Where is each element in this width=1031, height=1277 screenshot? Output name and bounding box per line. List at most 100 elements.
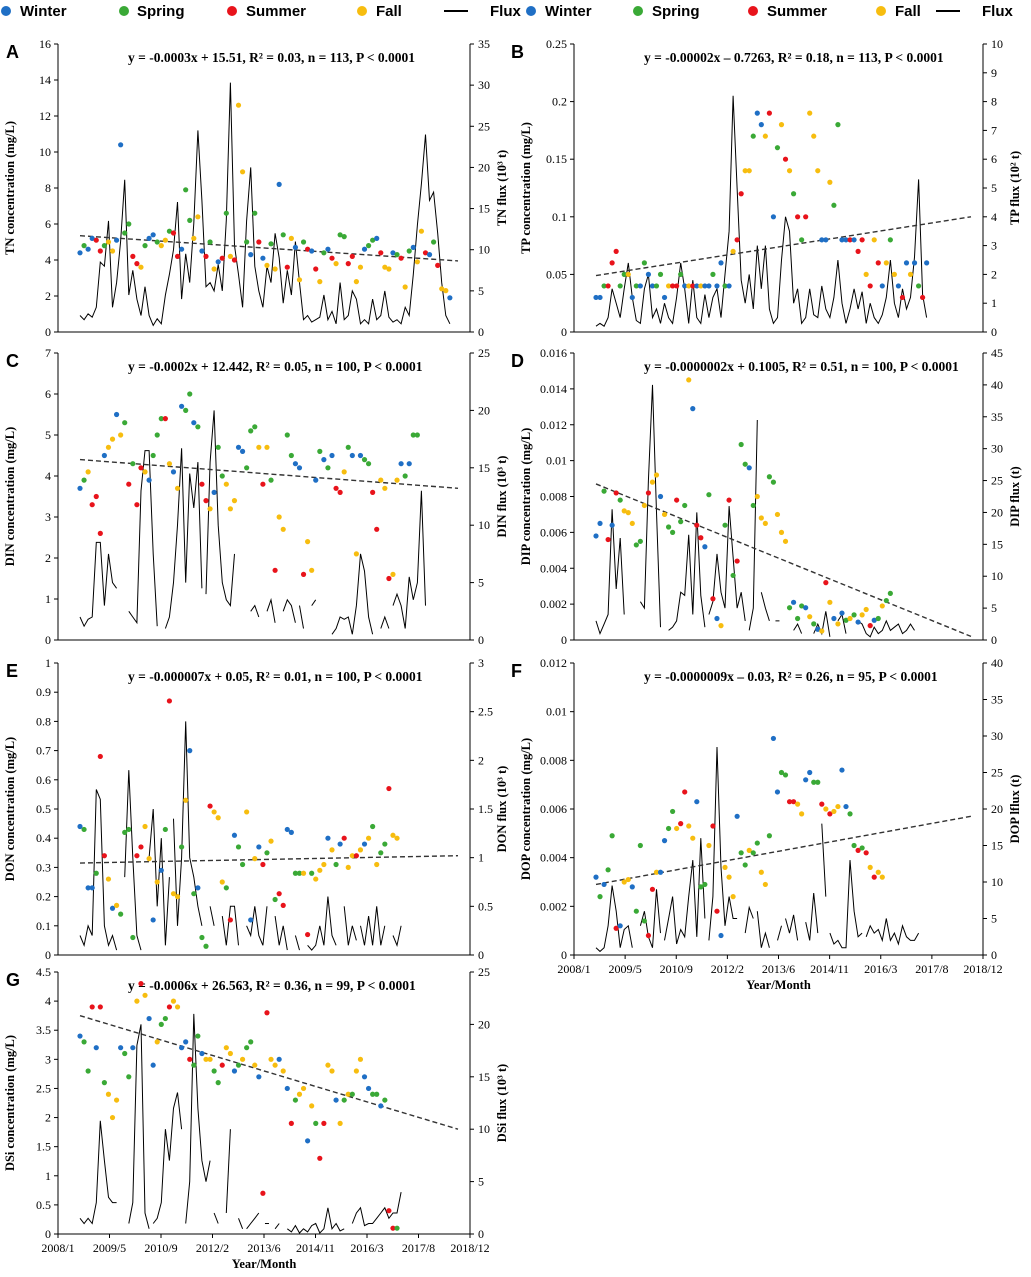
flux-line	[639, 384, 661, 628]
data-point	[807, 110, 813, 116]
panel-g: G 0 0.5 1 1.5 2 2.5 3 3.5 4 4.5 0 5 10 15 20 25 DSi conce…	[3, 965, 509, 1271]
data-point	[211, 809, 217, 815]
data-point	[146, 477, 152, 483]
data-point	[382, 1097, 388, 1103]
data-point	[361, 457, 368, 463]
flux-line	[307, 896, 337, 951]
data-point	[657, 493, 664, 500]
data-point	[248, 1039, 254, 1045]
data-point	[637, 842, 643, 849]
y-tick-label: 16	[39, 37, 51, 51]
legend-label-fall: Fall	[895, 3, 921, 20]
y-tick-label: 0.014	[540, 382, 567, 396]
data-point	[924, 260, 930, 266]
y2-tick-label: 8	[991, 95, 997, 109]
data-point	[333, 861, 339, 868]
data-point	[839, 610, 845, 616]
data-point	[349, 452, 355, 459]
data-point	[601, 881, 607, 888]
data-point	[81, 477, 87, 483]
data-point	[337, 489, 343, 495]
data-point	[199, 481, 205, 487]
data-point	[382, 841, 388, 847]
data-point	[134, 502, 140, 508]
x-tick-label: 2017/8	[915, 962, 948, 976]
flux-line	[785, 914, 799, 941]
data-point	[365, 1085, 372, 1092]
data-point	[321, 861, 327, 868]
flux-line	[274, 916, 288, 951]
data-point	[187, 391, 193, 397]
data-point	[105, 876, 112, 882]
data-point	[682, 789, 688, 795]
data-point	[244, 239, 250, 245]
data-point	[211, 266, 217, 272]
data-point	[795, 801, 801, 807]
data-point	[305, 539, 311, 545]
data-point	[774, 511, 781, 518]
data-point	[199, 248, 205, 254]
panel-letter: A	[6, 42, 19, 62]
y2-axis-title: DSi flux (10³ t)	[495, 1064, 509, 1142]
data-point	[370, 1091, 376, 1097]
y-tick-label: 7	[45, 346, 51, 360]
data-point	[670, 529, 676, 535]
data-point	[678, 821, 684, 827]
data-point	[207, 1056, 213, 1062]
data-point	[835, 122, 841, 128]
trend-line	[595, 483, 972, 638]
data-point	[345, 864, 351, 871]
data-point	[867, 623, 873, 629]
data-point	[670, 283, 676, 289]
data-point	[811, 621, 817, 627]
data-point	[734, 237, 740, 243]
data-point	[345, 1091, 351, 1097]
data-point	[325, 835, 331, 841]
data-point	[750, 850, 756, 856]
data-point	[207, 506, 213, 512]
data-point	[264, 444, 270, 450]
y2-tick-label: 0	[478, 325, 484, 339]
data-point	[698, 535, 704, 541]
x-tick-label: 2012/2	[711, 962, 744, 976]
data-point	[313, 477, 319, 483]
data-point	[907, 271, 914, 277]
data-point	[887, 237, 893, 243]
data-point	[374, 526, 380, 532]
data-point	[309, 248, 315, 254]
data-point	[621, 508, 627, 514]
data-point	[661, 838, 668, 844]
y-tick-label: 12	[39, 109, 51, 123]
data-point	[146, 235, 152, 241]
data-point	[179, 403, 185, 409]
panel-letter: C	[6, 351, 19, 371]
data-point	[341, 234, 347, 240]
data-point	[609, 833, 615, 839]
data-point	[738, 191, 744, 197]
data-point	[284, 264, 290, 270]
data-point	[435, 262, 441, 268]
data-point	[142, 992, 148, 998]
y2-tick-label: 0	[478, 1227, 484, 1241]
data-point	[179, 246, 185, 252]
y2-tick-label: 10	[991, 569, 1003, 583]
data-point	[292, 244, 299, 250]
data-point	[847, 811, 853, 817]
data-point	[790, 191, 797, 197]
legend-label-summer: Summer	[767, 3, 827, 20]
data-point	[166, 1004, 173, 1010]
flux-line	[148, 808, 170, 946]
data-point	[859, 612, 865, 618]
data-point	[361, 246, 368, 252]
data-point	[244, 1045, 250, 1051]
y-axis-title: DSi concentration (mg/L)	[3, 1035, 17, 1171]
data-point	[77, 1033, 83, 1039]
legend-label-summer: Summer	[246, 3, 306, 20]
data-point	[920, 294, 926, 301]
data-point	[138, 844, 144, 850]
data-point	[374, 861, 380, 868]
data-point	[195, 885, 201, 891]
y2-tick-label: 10	[478, 518, 490, 532]
data-point	[730, 248, 736, 254]
data-point	[649, 479, 656, 485]
